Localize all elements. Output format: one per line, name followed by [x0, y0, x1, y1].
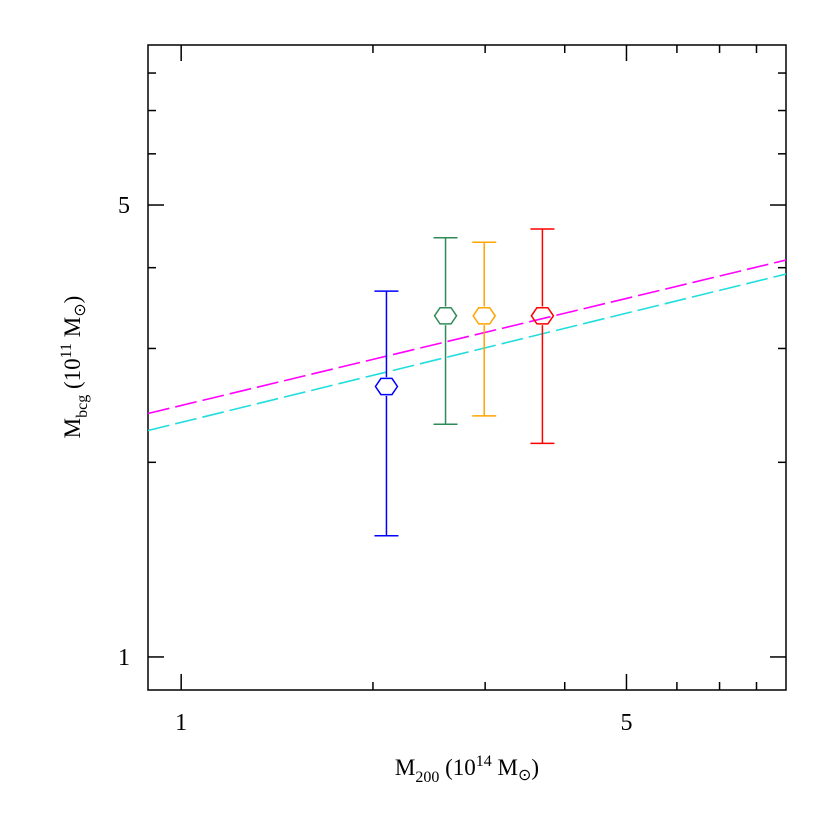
trend-line [147, 273, 787, 432]
x-axis-label: M200 (1014 M⊙) [395, 753, 539, 786]
data-point [433, 306, 458, 325]
x-tick-label: 5 [620, 710, 632, 736]
data-point [472, 306, 497, 325]
data-point [374, 377, 399, 396]
y-tick-label: 5 [118, 193, 130, 219]
x-tick-label: 1 [175, 710, 187, 736]
y-axis-label: Mbcg (1011 M⊙) [58, 296, 91, 439]
data-point [530, 306, 555, 325]
plot-frame [147, 44, 787, 691]
y-tick-label: 1 [118, 645, 130, 671]
trend-line [147, 259, 787, 415]
